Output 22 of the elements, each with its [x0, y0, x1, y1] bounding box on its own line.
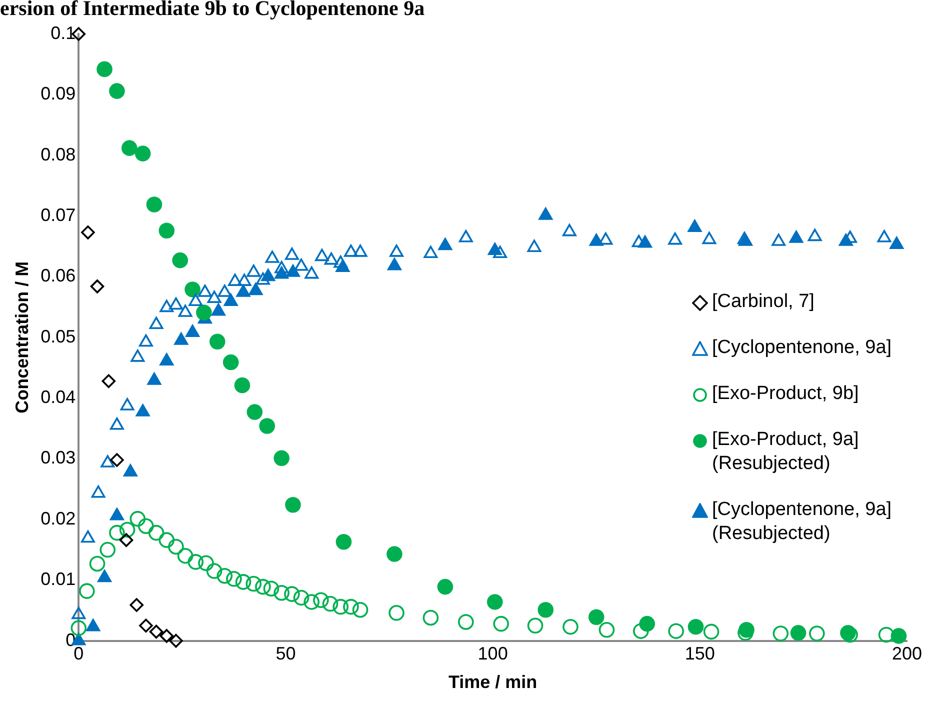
x-tick-label: 150 [684, 644, 715, 664]
legend-label: [Cyclopentenone, 9a] [712, 336, 892, 360]
legend-label: [Exo-Product, 9a] (Resubjected) [712, 428, 860, 476]
y-tick-label: 0.06 [40, 266, 76, 286]
legend-label: [Exo-Product, 9b] [712, 382, 859, 406]
y-tick-label: 0.03 [40, 448, 76, 468]
x-tick-label: 50 [276, 644, 296, 664]
x-axis-title: Time / min [448, 672, 538, 692]
y-tick-label: 0.02 [40, 508, 76, 528]
y-tick-label: 0.08 [40, 144, 76, 164]
y-tick-label: 0.04 [40, 387, 76, 408]
x-tick-label: 200 [892, 644, 922, 664]
x-tick-label: 100 [478, 644, 508, 664]
y-axis-title: Concentration / M [12, 261, 32, 414]
y-tick-label: 0.07 [40, 205, 76, 226]
y-tick-label: 0.1 [50, 22, 76, 43]
legend-label: [Cyclopentenone, 9a] (Resubjected) [712, 498, 893, 546]
y-tick-label: 0.01 [40, 569, 76, 590]
legend-label: [Carbinol, 7] [712, 290, 814, 314]
chart-title: ersion of Intermediate 9b to Cyclopentenone 9a [0, 0, 425, 21]
y-tick-label: 0.05 [40, 326, 76, 346]
y-tick-label: 0.09 [40, 84, 76, 104]
